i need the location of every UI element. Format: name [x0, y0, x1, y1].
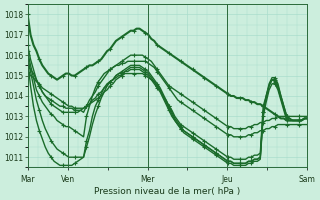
X-axis label: Pression niveau de la mer( hPa ): Pression niveau de la mer( hPa ) — [94, 187, 241, 196]
